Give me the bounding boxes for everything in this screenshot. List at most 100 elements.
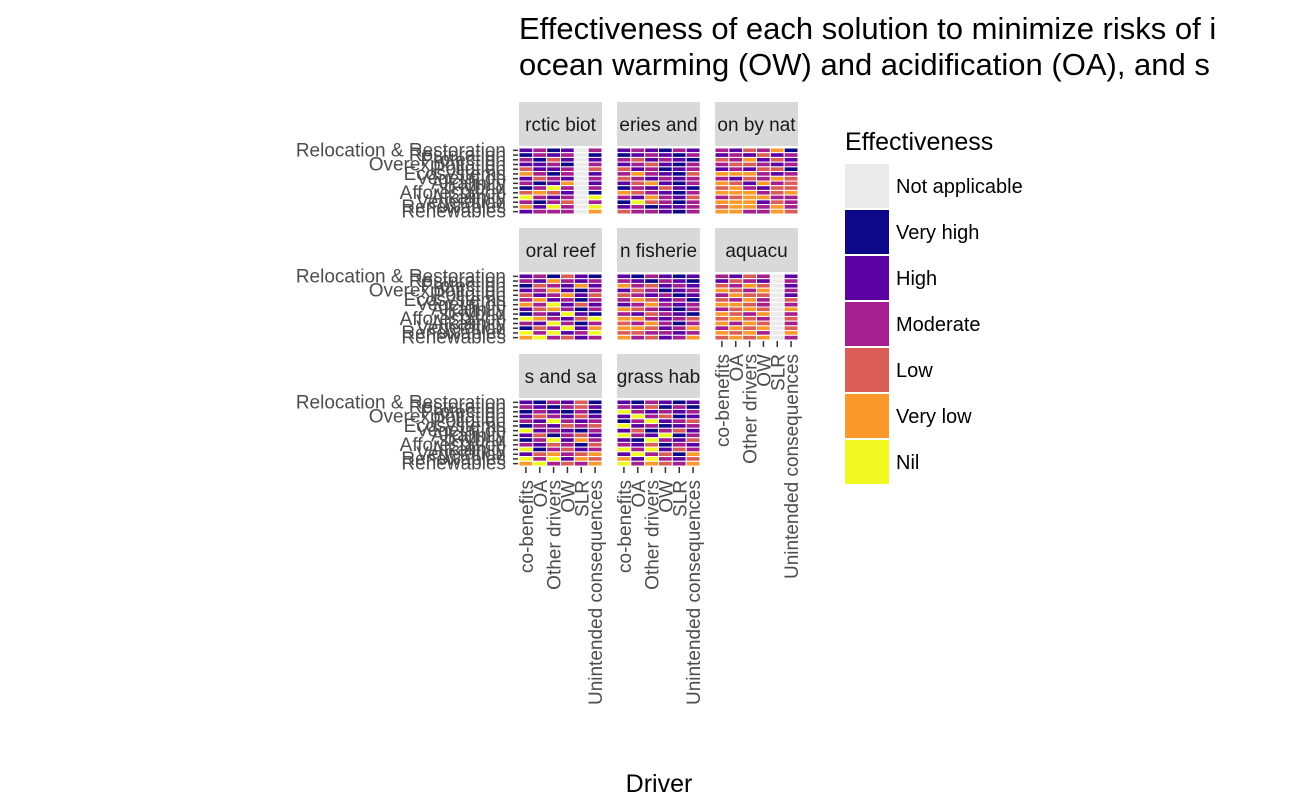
heatmap-cell bbox=[630, 161, 646, 168]
heatmap-cell bbox=[573, 330, 589, 336]
heatmap-cell bbox=[560, 456, 575, 462]
heatmap-cell bbox=[587, 325, 603, 332]
heatmap-cell bbox=[769, 334, 785, 341]
heatmap-cell bbox=[728, 334, 744, 341]
heatmap-cell bbox=[714, 189, 730, 196]
heatmap-cell bbox=[616, 413, 632, 420]
x-tick-label: OW bbox=[656, 480, 677, 513]
heatmap-cell bbox=[685, 320, 701, 327]
heatmap-cell bbox=[518, 306, 534, 313]
heatmap-cell bbox=[546, 166, 562, 173]
heatmap-cell bbox=[685, 404, 701, 410]
heatmap-cell bbox=[616, 423, 632, 429]
facet-panel: n fisherie bbox=[616, 228, 701, 341]
heatmap-cell bbox=[685, 437, 701, 443]
heatmap-cell bbox=[742, 320, 758, 327]
heatmap-cell bbox=[644, 408, 660, 415]
heatmap-cell bbox=[756, 278, 771, 284]
heatmap-cell bbox=[783, 273, 799, 280]
heatmap-cell bbox=[546, 456, 562, 462]
heatmap-cell bbox=[532, 166, 548, 173]
heatmap-cell bbox=[658, 446, 673, 453]
heatmap-cell bbox=[573, 315, 589, 322]
heatmap-cell bbox=[532, 432, 548, 439]
heatmap-cell bbox=[546, 330, 562, 336]
heatmap-cell bbox=[587, 423, 603, 429]
heatmap-cell bbox=[546, 301, 562, 308]
heatmap-cell bbox=[714, 152, 730, 158]
heatmap-cell bbox=[756, 156, 771, 163]
heatmap-cell bbox=[630, 451, 646, 458]
y-tick-label: Vegetation bbox=[416, 192, 506, 213]
heatmap-cell bbox=[644, 282, 660, 289]
heatmap-cell bbox=[532, 330, 548, 336]
y-tick-label: Alkalinity bbox=[431, 188, 506, 209]
heatmap-cell bbox=[671, 282, 687, 289]
heatmap-cell bbox=[756, 185, 771, 191]
heatmap-cell bbox=[573, 273, 589, 280]
facet-strip bbox=[617, 102, 700, 146]
heatmap-cell bbox=[658, 441, 673, 448]
heatmap-cell bbox=[728, 287, 744, 294]
heatmap-cell bbox=[644, 166, 660, 173]
facet-strip bbox=[617, 354, 700, 398]
heatmap-cell bbox=[518, 423, 534, 429]
heatmap-cell bbox=[658, 287, 673, 294]
facet-strip bbox=[519, 228, 602, 272]
heatmap-cell bbox=[658, 161, 673, 168]
y-tick-label: Ecosystems bbox=[404, 290, 506, 311]
legend-label: Nil bbox=[896, 452, 919, 474]
legend-swatch bbox=[845, 302, 889, 346]
heatmap-cell bbox=[518, 175, 534, 182]
heatmap-cell bbox=[616, 292, 632, 299]
heatmap-cell bbox=[616, 185, 632, 191]
heatmap-cell bbox=[560, 404, 575, 410]
y-tick-label: Alkalinity bbox=[431, 440, 506, 461]
heatmap-cell bbox=[658, 325, 673, 332]
heatmap-cell bbox=[658, 399, 673, 406]
heatmap-cell bbox=[685, 166, 701, 173]
heatmap-cell bbox=[685, 441, 701, 448]
heatmap-cell bbox=[644, 199, 660, 206]
legend-title: Effectiveness bbox=[845, 128, 993, 156]
heatmap-cell bbox=[587, 451, 603, 458]
heatmap-cell bbox=[518, 292, 534, 299]
heatmap-cell bbox=[518, 204, 534, 210]
facet-strip bbox=[715, 102, 798, 146]
heatmap-cell bbox=[783, 156, 799, 163]
heatmap-cell bbox=[573, 161, 589, 168]
heatmap-cell bbox=[546, 287, 562, 294]
y-tick-label: Overexploitation bbox=[369, 281, 506, 302]
heatmap-cell bbox=[532, 282, 548, 289]
facet-panels: rctic biot eries and on by nat oral reef n f… bbox=[518, 102, 799, 467]
y-tick-label: Afforestation bbox=[400, 435, 506, 456]
heatmap-cell bbox=[573, 325, 589, 332]
heatmap-cell bbox=[573, 334, 589, 341]
legend-swatch bbox=[845, 164, 889, 208]
heatmap-cell bbox=[644, 451, 660, 458]
heatmap-cell bbox=[671, 156, 687, 163]
heatmap-cell bbox=[644, 185, 660, 191]
legend-item: Very high bbox=[845, 210, 979, 254]
heatmap-cell bbox=[685, 413, 701, 420]
heatmap-cell bbox=[671, 166, 687, 173]
heatmap-cell bbox=[616, 330, 632, 336]
heatmap-cell bbox=[742, 334, 758, 341]
heatmap-cell bbox=[756, 306, 771, 313]
heatmap-cell bbox=[742, 306, 758, 313]
heatmap-cell bbox=[560, 330, 575, 336]
heatmap-cell bbox=[671, 189, 687, 196]
heatmap-cell bbox=[769, 171, 785, 177]
y-tick-label: Pollution bbox=[433, 411, 506, 432]
heatmap-cell bbox=[742, 282, 758, 289]
heatmap-cell bbox=[783, 311, 799, 317]
heatmap-cell bbox=[658, 175, 673, 182]
heatmap-cell bbox=[616, 451, 632, 458]
heatmap-cell bbox=[630, 427, 646, 434]
heatmap-cell bbox=[573, 171, 589, 177]
heatmap-cell bbox=[532, 189, 548, 196]
heatmap-cell bbox=[573, 208, 589, 215]
heatmap-cell bbox=[644, 418, 660, 425]
heatmap-cell bbox=[714, 204, 730, 210]
heatmap-cell bbox=[587, 156, 603, 163]
